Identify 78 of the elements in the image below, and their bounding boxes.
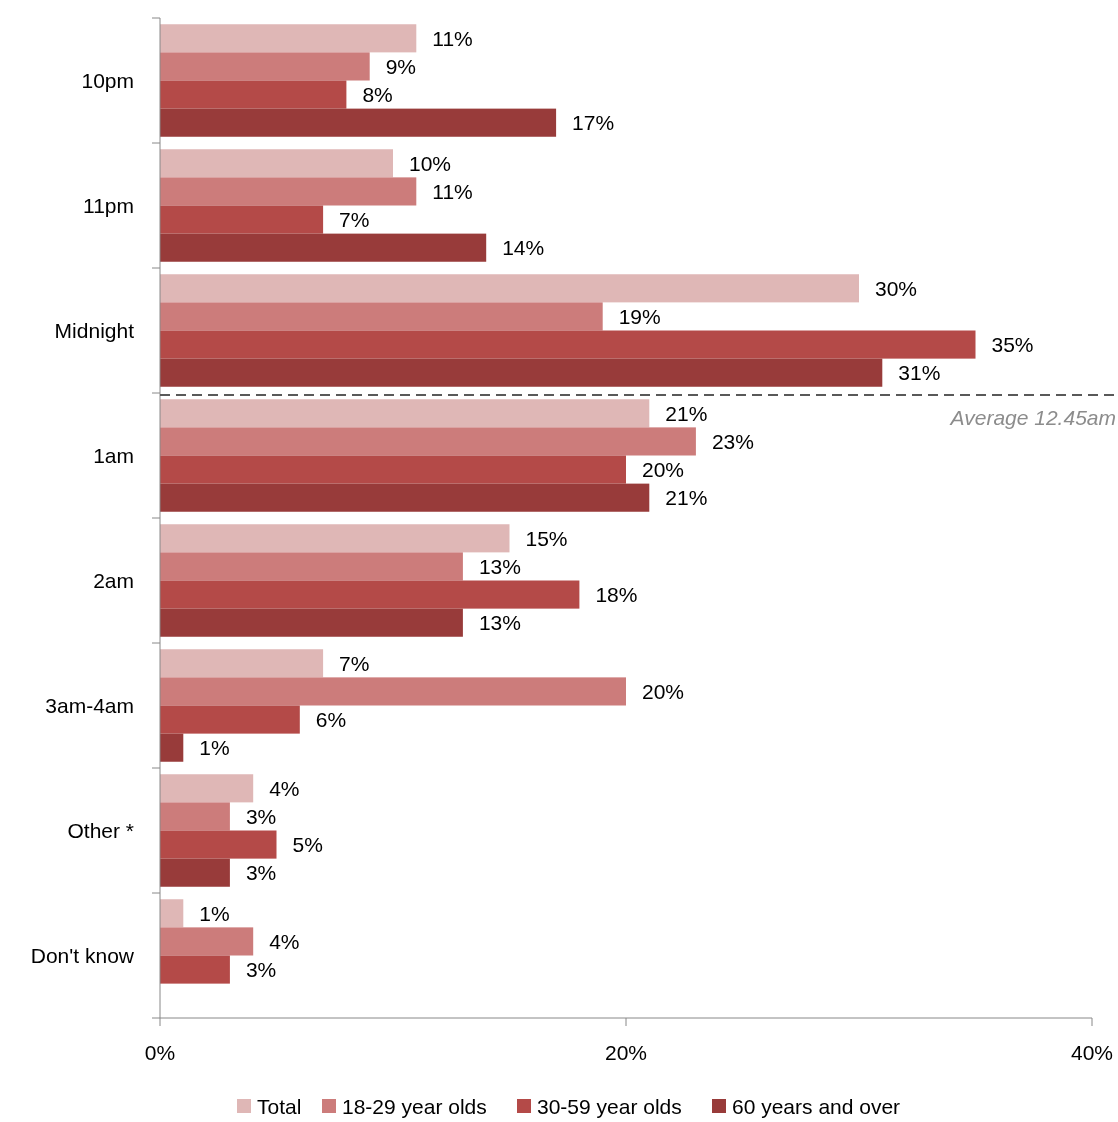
data-label: 20% bbox=[642, 457, 685, 481]
bar bbox=[160, 608, 463, 637]
bar bbox=[160, 927, 254, 956]
y-tick-label: 1am bbox=[93, 443, 134, 467]
bar bbox=[160, 830, 277, 859]
data-label: 21% bbox=[665, 486, 708, 510]
y-tick-label: 11pm bbox=[83, 193, 134, 217]
data-label: 3% bbox=[245, 804, 277, 828]
data-label: 10% bbox=[409, 151, 452, 175]
data-label: 17% bbox=[572, 111, 615, 135]
data-label: 1% bbox=[199, 901, 230, 925]
bar bbox=[160, 80, 347, 109]
bar bbox=[160, 108, 557, 137]
annotation: Average 12.45am bbox=[948, 406, 1116, 429]
bar bbox=[160, 899, 184, 928]
data-label: 19% bbox=[618, 304, 661, 328]
bar bbox=[160, 802, 230, 831]
bar bbox=[160, 358, 883, 387]
bar bbox=[160, 774, 254, 803]
bar bbox=[160, 524, 510, 553]
data-label: 4% bbox=[269, 776, 300, 800]
data-label: 14% bbox=[502, 236, 545, 260]
bar bbox=[160, 302, 603, 331]
bar bbox=[160, 858, 230, 887]
data-label: 18% bbox=[595, 582, 638, 606]
y-tick-label: 2am bbox=[93, 568, 134, 592]
bar bbox=[160, 955, 230, 984]
data-label: 31% bbox=[898, 361, 941, 385]
bar bbox=[160, 274, 859, 303]
data-label: 9% bbox=[385, 54, 417, 78]
bar bbox=[160, 733, 184, 762]
bar bbox=[160, 705, 300, 734]
data-label: 13% bbox=[478, 554, 521, 578]
data-label: 11% bbox=[432, 26, 473, 50]
bar bbox=[160, 552, 463, 581]
data-label: 7% bbox=[339, 207, 370, 231]
y-tick-label: Midnight bbox=[54, 318, 135, 342]
y-tick-label: 3am-4am bbox=[45, 693, 134, 717]
bar bbox=[160, 677, 626, 706]
data-label: 3% bbox=[245, 861, 277, 885]
x-tick-label: 0% bbox=[144, 1041, 176, 1064]
legend-label: 60 years and over bbox=[732, 1095, 901, 1118]
y-tick-label: Other * bbox=[67, 818, 134, 842]
y-tick-label: 10pm bbox=[81, 68, 134, 92]
data-label: 4% bbox=[269, 929, 300, 953]
data-label: 6% bbox=[315, 707, 347, 731]
bar bbox=[160, 330, 976, 359]
bar bbox=[160, 455, 626, 484]
x-tick-label: 20% bbox=[604, 1041, 648, 1064]
data-label: 20% bbox=[642, 679, 685, 703]
legend-label: 18-29 year olds bbox=[342, 1095, 487, 1118]
data-label: 15% bbox=[525, 526, 568, 550]
legend-label: Total bbox=[257, 1095, 302, 1118]
y-tick-label: Don't know bbox=[30, 943, 135, 967]
data-label: 21% bbox=[665, 401, 708, 425]
bar bbox=[160, 427, 696, 456]
data-label: 35% bbox=[991, 332, 1034, 356]
data-label: 8% bbox=[362, 82, 393, 106]
x-tick-label: 40% bbox=[1070, 1041, 1114, 1064]
data-label: 30% bbox=[875, 276, 918, 300]
bar bbox=[160, 233, 487, 262]
bar bbox=[160, 177, 417, 206]
data-label: 1% bbox=[199, 736, 230, 760]
bar bbox=[160, 205, 324, 234]
bar bbox=[160, 649, 324, 678]
bar bbox=[160, 483, 650, 512]
bar bbox=[160, 399, 650, 428]
legend-label: 30-59 year olds bbox=[537, 1095, 682, 1118]
data-label: 13% bbox=[478, 611, 521, 635]
bar bbox=[160, 24, 417, 53]
data-label: 3% bbox=[245, 957, 277, 981]
bar bbox=[160, 52, 370, 81]
data-label: 23% bbox=[711, 429, 754, 453]
data-label: 5% bbox=[292, 832, 323, 856]
data-label: 7% bbox=[339, 651, 370, 675]
bar bbox=[160, 149, 393, 178]
data-label: 11% bbox=[432, 179, 473, 203]
bar bbox=[160, 580, 580, 609]
